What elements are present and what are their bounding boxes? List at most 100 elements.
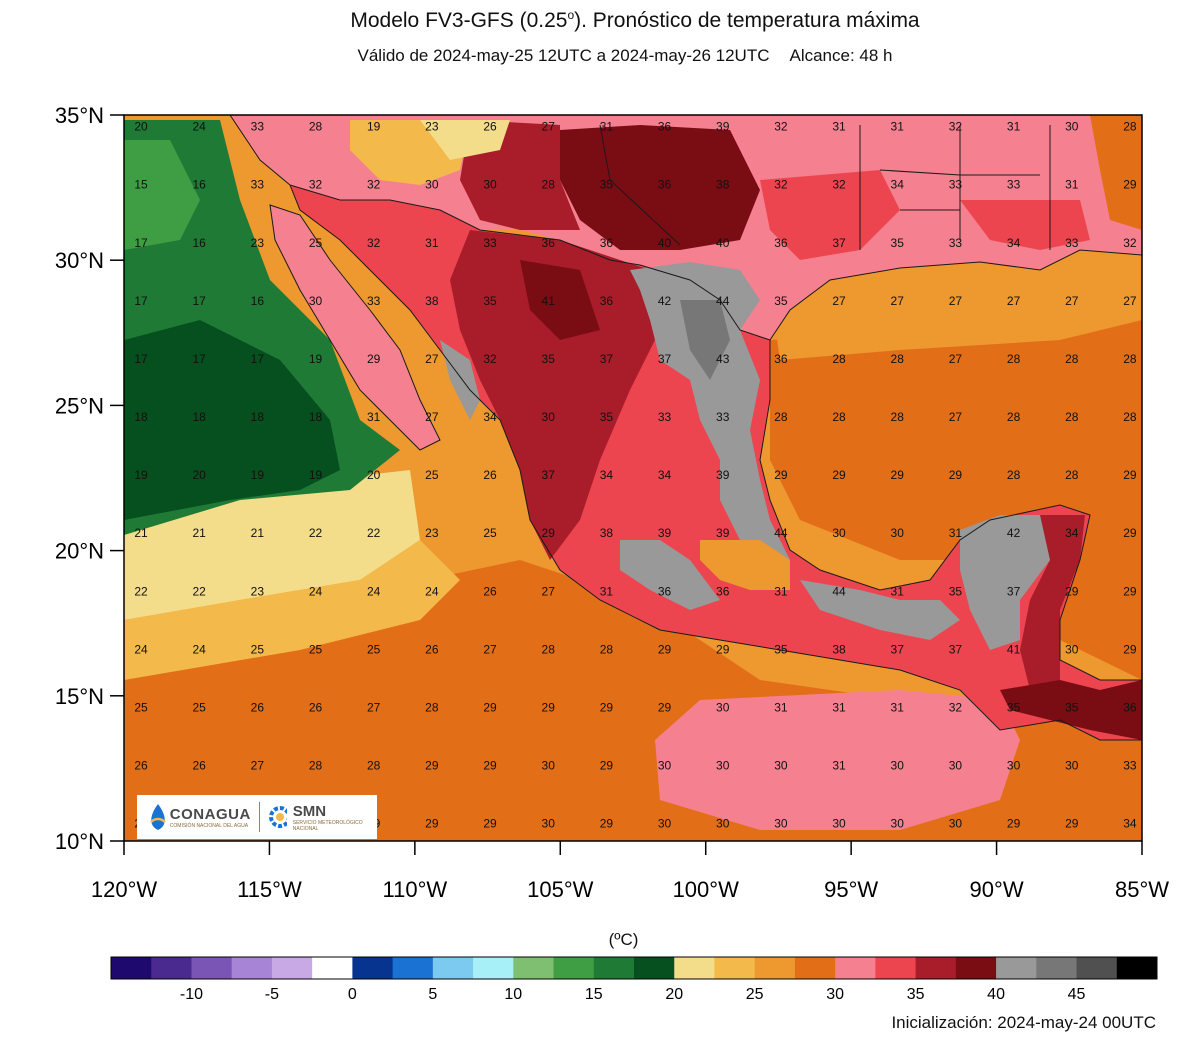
temperature-value: 24 [134,642,148,656]
temperature-value: 34 [600,468,614,482]
land-grey-west [440,340,480,420]
temperature-value: 35 [1007,700,1021,714]
chart-title: Modelo FV3-GFS (0.25o). Pronóstico de te… [350,8,920,32]
x-tick-label: 105°W [527,877,594,902]
temperature-value: 31 [774,700,788,714]
y-tick-label: 15°N [55,684,104,709]
temperature-value: 29 [600,758,614,772]
temperature-value: 19 [134,468,148,482]
colorbar-label: 40 [987,986,1005,1003]
temperature-value: 21 [192,526,206,540]
colorbar-label: 30 [826,986,844,1003]
x-tick-label: 120°W [91,877,158,902]
temperature-value: 29 [774,468,788,482]
temperature-value: 27 [949,352,963,366]
temperature-value: 28 [542,642,556,656]
temperature-value: 35 [542,352,556,366]
temperature-value: 33 [367,294,381,308]
temperature-value: 25 [309,642,323,656]
temperature-value: 20 [192,468,206,482]
temperature-value: 29 [658,700,672,714]
temperature-value: 26 [483,120,497,134]
temperature-value: 36 [658,120,672,134]
temperature-value: 29 [483,700,497,714]
temperature-value: 31 [600,584,614,598]
temperature-value: 18 [309,410,323,424]
colorbar-swatch [593,957,635,979]
temperature-value: 35 [483,294,497,308]
x-tick-label: 110°W [383,877,448,902]
temperature-value: 33 [949,236,963,250]
temperature-value: 35 [600,178,614,192]
temperature-value: 19 [251,468,265,482]
temperature-value: 32 [774,178,788,192]
temperature-value: 26 [309,700,323,714]
temperature-value: 32 [309,178,323,192]
initialization-text: Inicialización: 2024-may-24 00UTC [891,1013,1156,1032]
temperature-value: 36 [658,178,672,192]
temperature-value: 33 [716,410,730,424]
colorbar-swatch [352,957,394,979]
field-pacific-green-mid [124,140,200,250]
temperature-value: 34 [1065,526,1079,540]
temperature-value: 28 [1123,410,1137,424]
temperature-value: 28 [309,758,323,772]
temperature-value: 39 [716,468,730,482]
temperature-value: 27 [251,758,265,772]
temperature-value: 33 [658,410,672,424]
colorbar-label: 10 [504,986,522,1003]
temperature-value: 28 [832,410,846,424]
temperature-value: 27 [1123,294,1137,308]
temperature-value: 42 [1007,526,1021,540]
temperature-value: 32 [949,120,963,134]
temperature-value: 26 [192,758,206,772]
temperature-value: 20 [367,468,381,482]
temperature-value: 36 [774,236,788,250]
temperature-value: 29 [716,642,730,656]
colorbar-label: -5 [265,986,279,1003]
temperature-value: 31 [891,120,905,134]
temperature-value: 38 [832,642,846,656]
y-tick-label: 25°N [55,393,104,418]
y-tick-label: 35°N [55,103,104,128]
temperature-value: 19 [309,468,323,482]
temperature-value: 29 [600,700,614,714]
temperature-value: 29 [1065,584,1079,598]
temperature-value: 24 [367,584,381,598]
land-dark-yucatan-edge [1020,515,1085,690]
temperature-value: 28 [1123,120,1137,134]
land-grey-plateau [630,262,790,565]
temperature-value: 41 [1007,642,1021,656]
temperature-value: 16 [192,178,206,192]
temperature-value: 17 [192,352,206,366]
temperature-value: 31 [891,700,905,714]
y-tick-label: 20°N [55,539,104,564]
temperature-value: 43 [716,352,730,366]
temperature-value: 24 [192,120,206,134]
temperature-value: 30 [658,817,672,831]
x-tick-label: 85°W [1115,877,1169,902]
temperature-value: 35 [774,642,788,656]
temperature-value: 44 [774,526,788,540]
temperature-value: 22 [134,584,148,598]
x-tick-label: 100°W [673,877,740,902]
temperature-value: 36 [600,236,614,250]
temperature-value: 35 [1065,700,1079,714]
temperature-value: 30 [716,700,730,714]
valid-range-text: Válido de 2024-may-25 12UTC a 2024-may-2… [357,46,770,65]
temperature-value: 26 [134,758,148,772]
colorbar-swatch [432,957,474,979]
field-pacific-light-orange [124,540,460,680]
temperature-value: 33 [1065,236,1079,250]
temperature-value: 35 [600,410,614,424]
temperature-value: 20 [134,120,148,134]
temperature-value: 44 [832,584,846,598]
temperature-value: 16 [192,236,206,250]
temperature-value: 27 [949,410,963,424]
temperature-value: 29 [425,758,439,772]
temperature-value: 27 [425,352,439,366]
temperature-value: 30 [832,817,846,831]
temperature-value: 25 [483,526,497,540]
temperature-value: 24 [309,584,323,598]
temperature-value: 28 [774,410,788,424]
